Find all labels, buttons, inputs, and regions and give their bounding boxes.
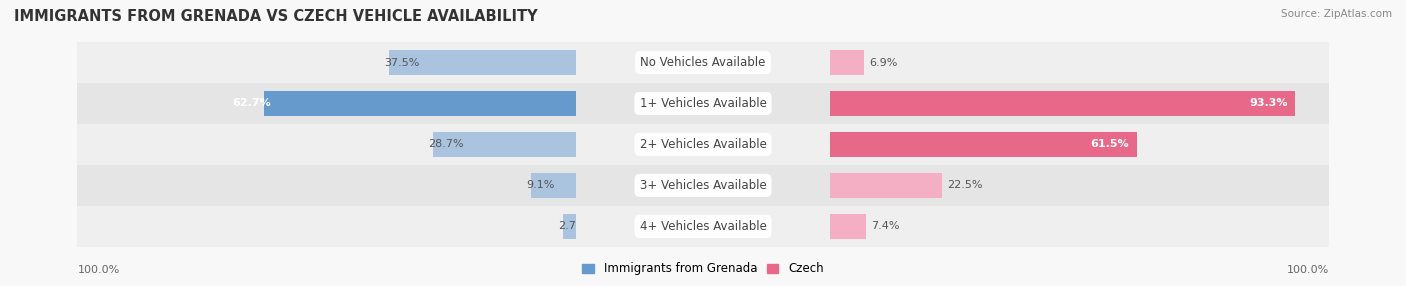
Text: 9.1%: 9.1%: [526, 180, 554, 190]
Bar: [531, 173, 576, 198]
Bar: [389, 50, 576, 75]
FancyBboxPatch shape: [77, 124, 576, 165]
FancyBboxPatch shape: [77, 165, 576, 206]
Text: 100.0%: 100.0%: [1286, 265, 1329, 275]
Text: 61.5%: 61.5%: [1091, 140, 1129, 149]
Text: IMMIGRANTS FROM GRENADA VS CZECH VEHICLE AVAILABILITY: IMMIGRANTS FROM GRENADA VS CZECH VEHICLE…: [14, 9, 537, 23]
Text: 3+ Vehicles Available: 3+ Vehicles Available: [640, 179, 766, 192]
Bar: [433, 132, 576, 157]
FancyBboxPatch shape: [576, 206, 830, 247]
Text: 6.9%: 6.9%: [869, 57, 897, 67]
Text: 1+ Vehicles Available: 1+ Vehicles Available: [640, 97, 766, 110]
FancyBboxPatch shape: [576, 42, 830, 83]
FancyBboxPatch shape: [830, 83, 1329, 124]
FancyBboxPatch shape: [77, 206, 576, 247]
Bar: [830, 132, 1136, 157]
Text: 93.3%: 93.3%: [1250, 98, 1288, 108]
Text: 2+ Vehicles Available: 2+ Vehicles Available: [640, 138, 766, 151]
Text: 28.7%: 28.7%: [429, 140, 464, 149]
Bar: [263, 91, 576, 116]
Bar: [562, 214, 576, 239]
Bar: [830, 50, 863, 75]
Text: 7.4%: 7.4%: [872, 221, 900, 231]
Text: Source: ZipAtlas.com: Source: ZipAtlas.com: [1281, 9, 1392, 19]
Text: 37.5%: 37.5%: [384, 57, 419, 67]
Bar: [830, 214, 866, 239]
FancyBboxPatch shape: [576, 83, 830, 124]
Text: 2.7%: 2.7%: [558, 221, 586, 231]
Text: 4+ Vehicles Available: 4+ Vehicles Available: [640, 220, 766, 233]
FancyBboxPatch shape: [77, 42, 576, 83]
Text: No Vehicles Available: No Vehicles Available: [640, 56, 766, 69]
FancyBboxPatch shape: [830, 42, 1329, 83]
FancyBboxPatch shape: [830, 206, 1329, 247]
FancyBboxPatch shape: [830, 165, 1329, 206]
Text: 62.7%: 62.7%: [232, 98, 271, 108]
Text: 100.0%: 100.0%: [77, 265, 120, 275]
Legend: Immigrants from Grenada, Czech: Immigrants from Grenada, Czech: [578, 258, 828, 280]
Text: 22.5%: 22.5%: [946, 180, 983, 190]
FancyBboxPatch shape: [576, 124, 830, 165]
FancyBboxPatch shape: [77, 83, 576, 124]
FancyBboxPatch shape: [830, 124, 1329, 165]
Bar: [830, 173, 942, 198]
Bar: [830, 91, 1295, 116]
FancyBboxPatch shape: [576, 165, 830, 206]
